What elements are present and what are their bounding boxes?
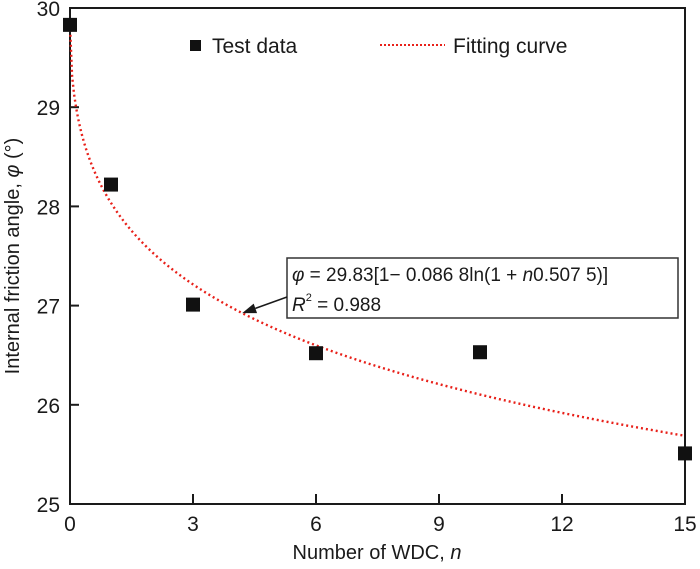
x-tick-label: 12 — [550, 513, 573, 536]
y-tick-label: 30 — [37, 0, 60, 21]
legend: Test data Fitting curve — [190, 35, 567, 58]
equation-text: φ = 29.83[1− 0.086 8ln(1 + n0.507 5)] — [292, 265, 608, 286]
data-point — [473, 345, 487, 360]
x-tick-label: 15 — [673, 513, 696, 536]
x-axis-ticks: 0 3 6 9 12 15 — [64, 494, 697, 536]
x-tick-label: 0 — [64, 513, 76, 536]
legend-label-fitting-curve: Fitting curve — [453, 35, 567, 58]
data-point — [678, 446, 692, 461]
fitting-curve — [68, 24, 686, 437]
y-tick-label: 27 — [37, 296, 60, 319]
plot-frame — [69, 7, 686, 505]
data-point — [309, 346, 323, 361]
data-point — [186, 297, 200, 312]
y-tick-label: 25 — [37, 494, 60, 517]
data-point — [63, 17, 77, 32]
x-axis-title: Number of WDC, n — [293, 542, 462, 564]
y-axis-title: Internal friction angle, φ (°) — [2, 138, 24, 375]
r-squared-text: R2 = 0.988 — [292, 292, 381, 316]
legend-marker-test-data — [190, 40, 201, 51]
annotation-box — [286, 257, 679, 319]
y-tick-label: 28 — [37, 196, 60, 219]
legend-label-test-data: Test data — [212, 35, 298, 58]
annotation-arrow — [255, 296, 288, 310]
x-tick-label: 6 — [310, 513, 322, 536]
data-point — [104, 177, 118, 192]
y-tick-label: 26 — [37, 395, 60, 418]
equation-annotation: φ = 29.83[1− 0.086 8ln(1 + n0.507 5)] R2… — [242, 257, 679, 319]
y-axis-ticks: 25 26 27 28 29 30 — [37, 0, 79, 517]
y-tick-label: 29 — [37, 97, 60, 120]
annotation-arrowhead — [242, 303, 258, 314]
x-tick-label: 3 — [187, 513, 199, 536]
x-tick-label: 9 — [433, 513, 445, 536]
test-data-points — [63, 17, 692, 461]
